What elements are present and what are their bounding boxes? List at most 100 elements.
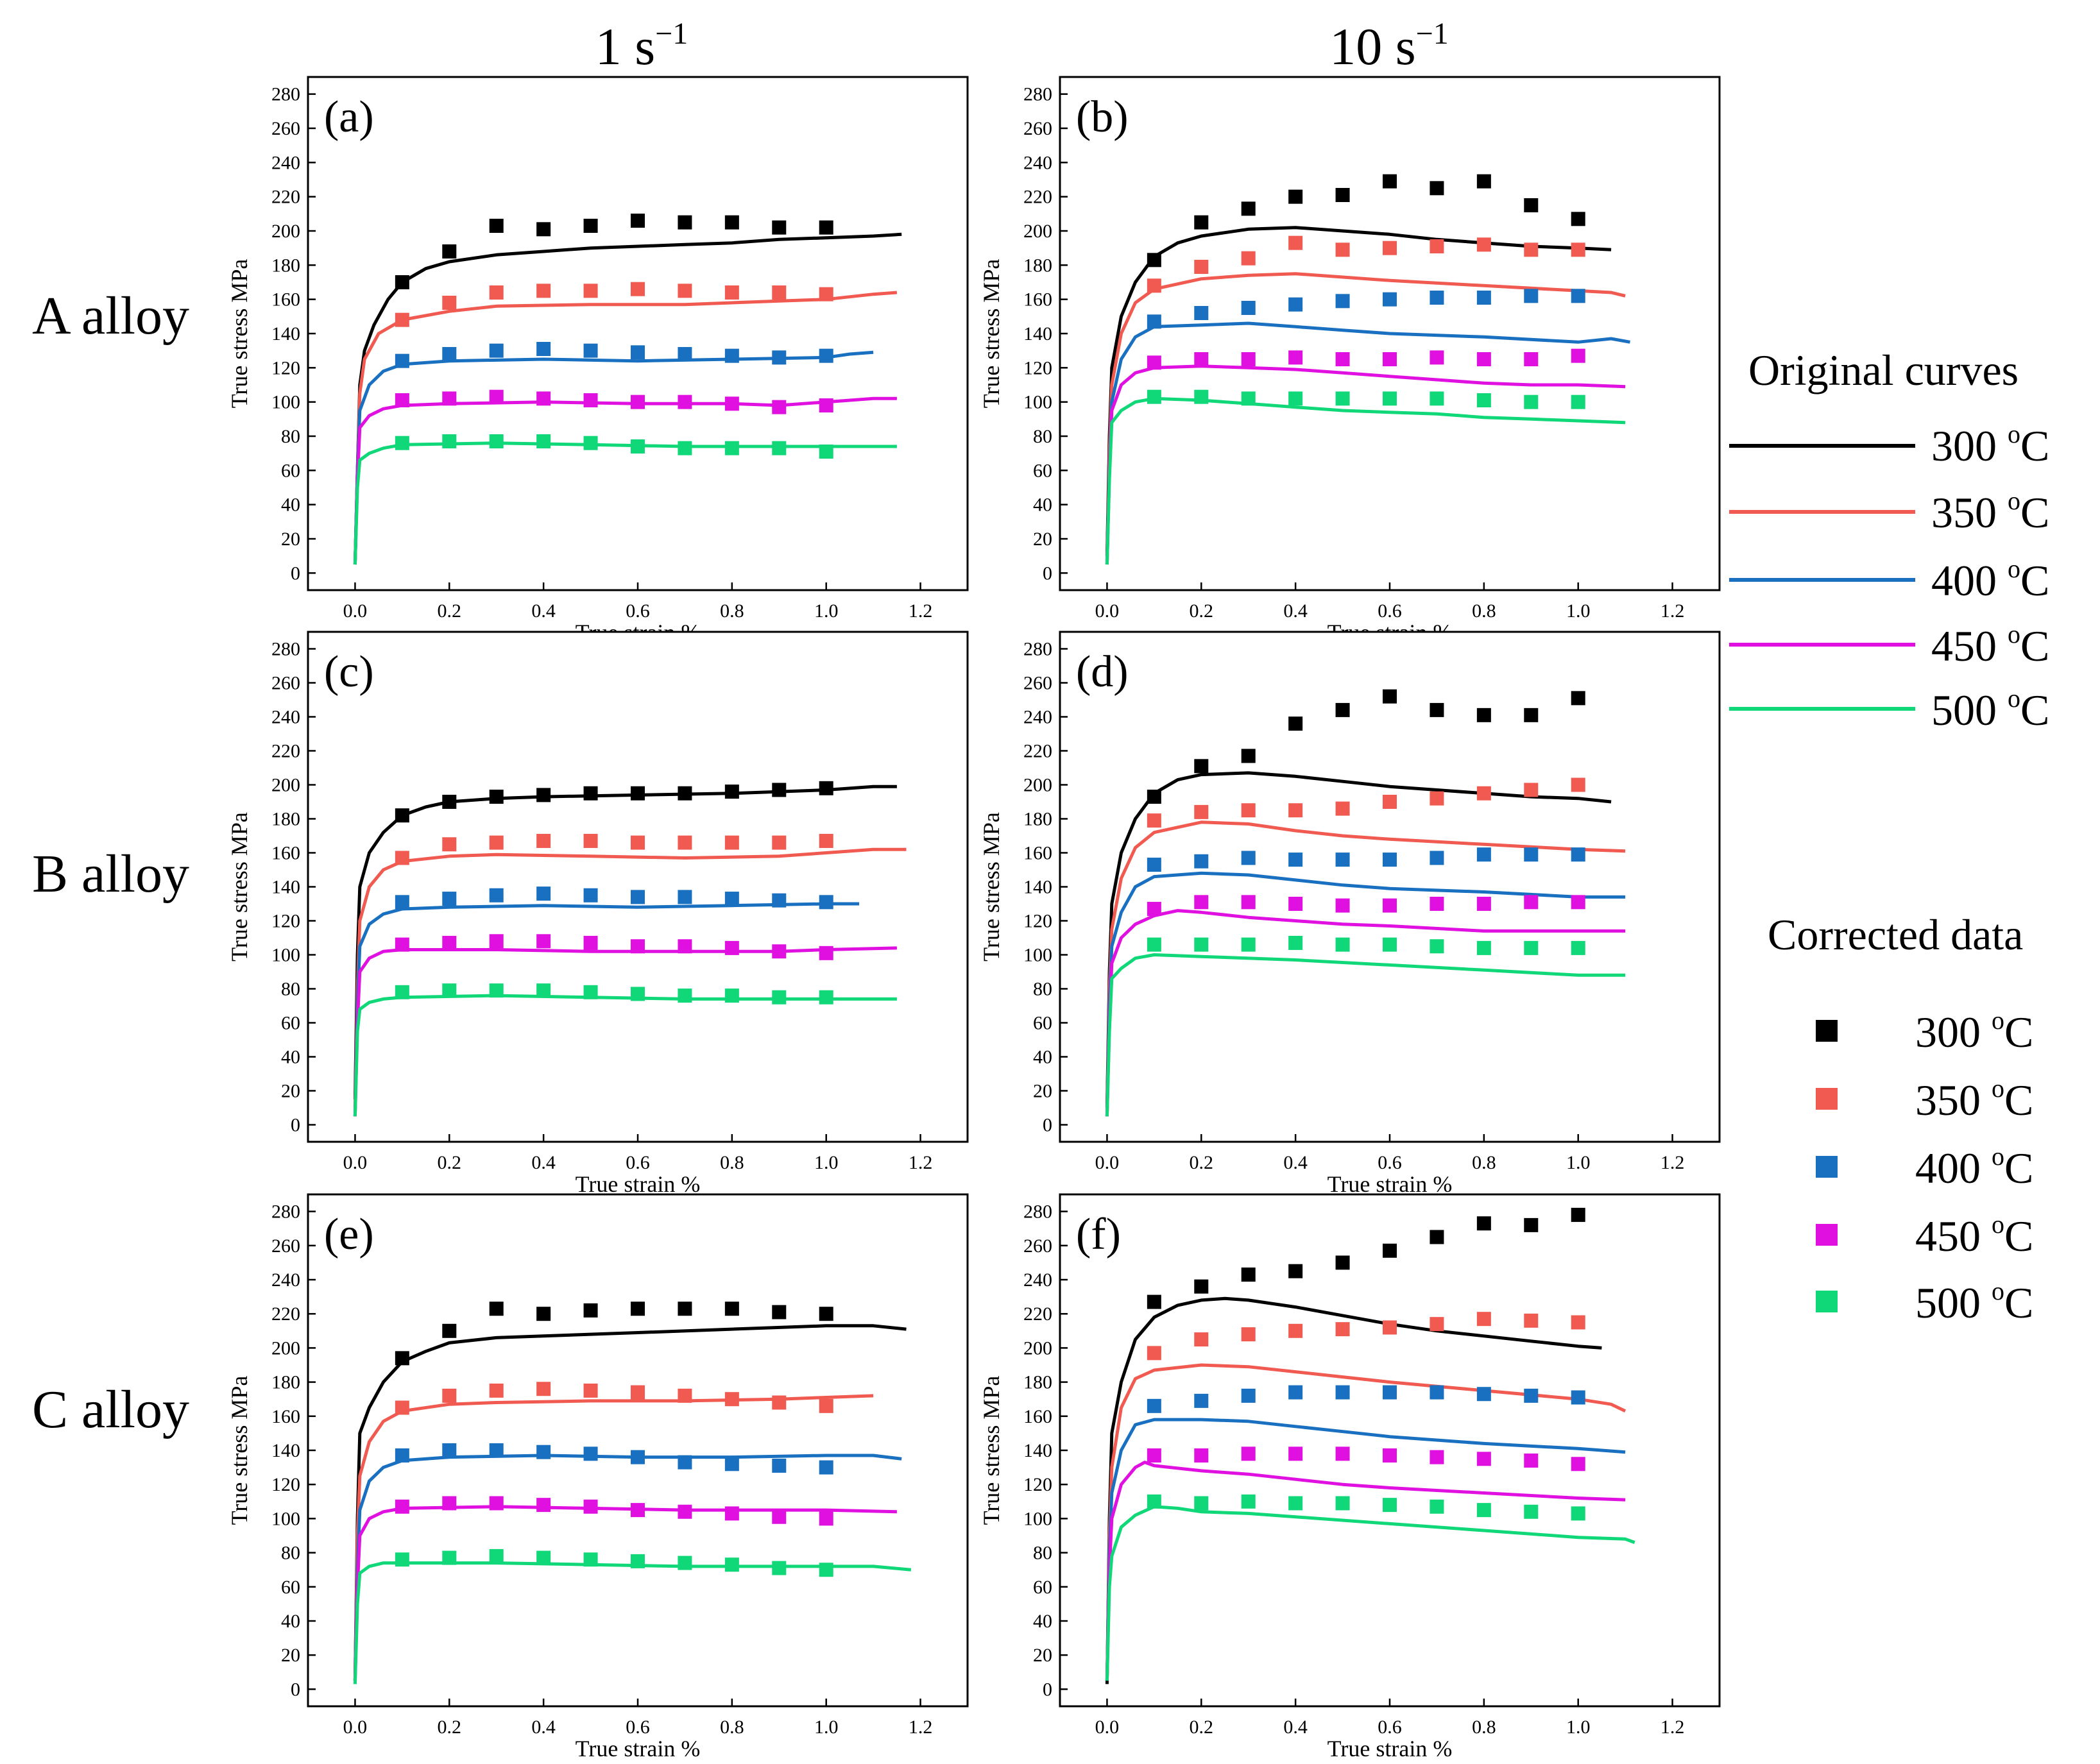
x-tick-label: 0.2 <box>438 1152 462 1173</box>
curve-300 <box>1105 771 1612 1108</box>
data-point-350 <box>1241 803 1256 818</box>
data-point-350 <box>1476 1312 1491 1327</box>
data-point-350 <box>1476 786 1491 801</box>
data-point-350 <box>1383 1320 1397 1335</box>
data-point-350 <box>536 1382 551 1396</box>
column-title-10s: 10 s−1 <box>1329 17 1449 76</box>
data-point-400 <box>724 348 739 363</box>
legend-original-title: Original curves <box>1748 346 2019 394</box>
y-tick-label: 100 <box>1023 1508 1052 1529</box>
data-point-350 <box>678 835 692 850</box>
x-axis-label: True strain % <box>1327 1171 1453 1197</box>
data-point-450 <box>631 394 645 409</box>
data-point-450 <box>678 394 692 409</box>
y-axis-label: True stress MPa <box>978 812 1004 962</box>
data-point-450 <box>1430 897 1444 911</box>
data-point-300 <box>442 795 457 809</box>
x-tick-label: 0.6 <box>1378 1717 1402 1738</box>
data-point-400 <box>1147 314 1161 329</box>
data-point-350 <box>772 285 787 300</box>
data-point-400 <box>1241 1388 1256 1403</box>
x-tick-label: 0.4 <box>1283 1717 1308 1738</box>
y-tick-label: 120 <box>271 1474 300 1495</box>
data-point-400 <box>1194 1393 1209 1408</box>
data-point-400 <box>489 343 504 358</box>
data-point-450 <box>1335 1446 1350 1461</box>
y-tick-label: 0 <box>291 1679 300 1700</box>
data-point-450 <box>442 1496 457 1511</box>
y-tick-label: 40 <box>1033 1047 1052 1068</box>
data-point-400 <box>1288 852 1303 867</box>
data-point-450 <box>819 398 833 412</box>
y-tick-label: 80 <box>1033 979 1052 1000</box>
data-point-500 <box>1241 1494 1256 1509</box>
y-tick-label: 240 <box>271 707 300 728</box>
y-tick-label: 260 <box>271 118 300 139</box>
legend-marker-label: 350 oC <box>1915 1074 2033 1124</box>
data-point-450 <box>724 1506 739 1521</box>
y-tick-label: 220 <box>1023 187 1052 208</box>
panel-label: (b) <box>1076 92 1129 142</box>
x-tick-label: 1.0 <box>814 600 839 622</box>
y-tick-label: 220 <box>271 1303 300 1325</box>
data-point-350 <box>1194 1332 1209 1347</box>
data-point-400 <box>678 890 692 904</box>
data-point-400 <box>1335 294 1350 309</box>
x-tick-label: 0.0 <box>1095 1717 1120 1738</box>
data-point-500 <box>395 985 409 999</box>
data-point-300 <box>772 220 787 235</box>
y-tick-label: 280 <box>271 84 300 105</box>
data-point-400 <box>724 892 739 906</box>
data-point-400 <box>1147 858 1161 872</box>
y-tick-label: 180 <box>271 1372 300 1393</box>
y-tick-label: 220 <box>271 741 300 762</box>
x-tick-label: 0.6 <box>626 600 650 622</box>
chart-panel-b: 0 20 40 60 80 100 120 140 160 180 200 220 240 260 280 0… <box>978 76 1721 645</box>
data-point-400 <box>772 350 787 365</box>
chart-panel-f: 0 20 40 60 80 100 120 140 160 180 200 220 240 260 280 0… <box>978 1193 1721 1761</box>
y-tick-label: 280 <box>271 639 300 660</box>
data-point-450 <box>1383 898 1397 913</box>
chart-panel-d: 0 20 40 60 80 100 120 140 160 180 200 220 240 260 280 0… <box>978 631 1721 1197</box>
y-axis-label: True stress MPa <box>226 259 252 409</box>
data-point-300 <box>395 275 409 289</box>
data-point-350 <box>489 835 504 850</box>
y-axis-label: True stress MPa <box>978 259 1004 409</box>
data-point-450 <box>1524 352 1539 366</box>
data-point-300 <box>395 808 409 823</box>
data-point-500 <box>1383 1498 1397 1513</box>
plot-frame <box>1059 631 1721 1143</box>
x-tick-label: 0.4 <box>1283 1152 1308 1173</box>
data-point-350 <box>442 837 457 852</box>
data-point-500 <box>1430 939 1444 954</box>
data-point-350 <box>819 287 833 301</box>
data-point-400 <box>1147 1398 1161 1413</box>
data-point-350 <box>395 312 409 327</box>
data-point-300 <box>1476 174 1491 189</box>
data-point-350 <box>1147 813 1161 828</box>
y-tick-label: 140 <box>1023 1440 1052 1461</box>
data-point-300 <box>442 244 457 259</box>
data-point-500 <box>1335 391 1350 406</box>
data-point-500 <box>583 436 598 450</box>
x-tick-label: 0.0 <box>343 600 368 622</box>
x-axis-label: True strain % <box>1327 1736 1453 1761</box>
data-point-300 <box>1288 1264 1303 1278</box>
data-point-350 <box>1335 242 1350 257</box>
data-point-300 <box>583 219 598 233</box>
data-point-300 <box>1430 181 1444 196</box>
y-tick-label: 160 <box>271 289 300 310</box>
y-tick-label: 40 <box>281 1047 300 1068</box>
y-tick-label: 0 <box>291 1115 300 1136</box>
panel-label: (e) <box>324 1210 374 1259</box>
data-point-500 <box>395 436 409 450</box>
data-point-400 <box>489 888 504 903</box>
data-point-300 <box>631 214 645 228</box>
data-point-400 <box>583 343 598 358</box>
y-tick-label: 20 <box>1033 1081 1052 1102</box>
y-tick-label: 200 <box>271 1337 300 1359</box>
data-point-400 <box>1288 297 1303 312</box>
y-axis-label: True stress MPa <box>226 812 252 962</box>
data-point-350 <box>536 833 551 848</box>
data-point-450 <box>1241 895 1256 910</box>
